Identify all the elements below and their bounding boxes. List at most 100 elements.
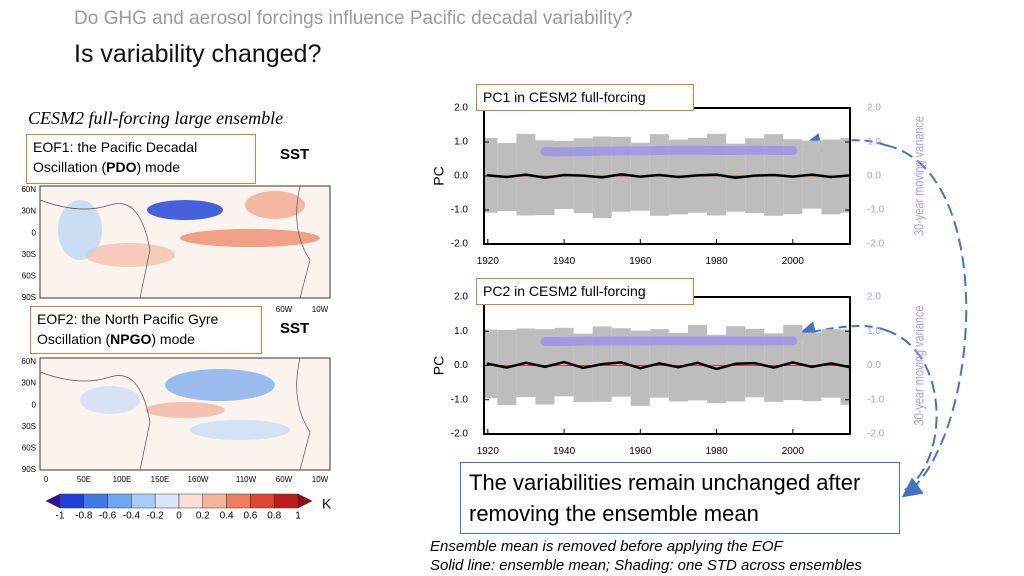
colorbar-bin [250,493,275,509]
arrow [884,329,938,491]
arrow [796,321,886,341]
label-text: Oscillation ( [37,331,111,347]
field-label: SST [280,146,310,163]
y-tick-label: 0.0 [454,171,468,182]
lon-label: 0 [44,475,49,484]
label-text: Oscillation ( [33,159,107,175]
colorbar-end [297,493,313,509]
colorbar-bin [178,493,204,509]
mean-line [486,173,852,179]
colorbar-tick-label: 0.4 [220,511,234,522]
map-2 [39,357,331,471]
variance-line [540,145,798,157]
x-tick-label: 1980 [705,256,728,267]
y-tick-label: 0.0 [454,360,468,371]
lon-label: 100E [113,475,132,484]
chart: -2.0 -1.0 0.0 1.0 2.0 -2.0 -1.0 0.0 1.0 2.0 1920 19… [431,292,927,457]
map-label: EOF2: the North Pacific Gyre Oscillation… [30,306,262,354]
colorbar-bin [59,493,85,509]
field-label: SST [280,320,310,337]
colorbar-tick-label: -0.4 [123,511,141,522]
colorbar-tick-label: 0 [176,511,182,522]
y2-tick-label: 1.0 [867,326,881,337]
y-tick-label: 1.0 [454,326,468,337]
colorbar-bin [131,493,156,509]
y-axis-label: PC [431,166,447,185]
map-1 [39,185,331,299]
y2-tick-label: -2.0 [867,239,885,250]
y2-tick-label: 2.0 [867,103,881,114]
y-tick-label: 1.0 [454,137,468,148]
arrow [884,144,968,498]
variance-line [540,336,798,347]
slide-subtitle: Do GHG and aerosol forcings influence Pa… [74,8,633,29]
colorbar-bin [107,493,132,509]
colorbar-end [45,493,61,509]
lon-label: 150E [151,475,170,484]
y-axis-label: PC [431,356,447,375]
x-tick-label: 1920 [477,256,500,267]
x-tick-label: 1940 [553,256,576,267]
y2-tick-label: 0.0 [867,171,881,182]
colorbar-bin [83,493,108,509]
lat-label: 30N [21,379,36,388]
colorbar-tick-label: -1 [56,511,65,522]
lon-label: 60W [276,305,293,314]
y-tick-label: -2.0 [451,429,469,440]
lat-label: 30N [21,207,36,216]
note: Ensemble mean is removed before applying… [430,538,783,555]
colorbar-bin [226,493,251,509]
x-tick-label: 1960 [629,256,652,267]
label-text: EOF2: the North Pacific Gyre [37,311,219,327]
y2-axis-label: 30-year moving variance [911,116,927,236]
label-text: PDO [106,159,137,175]
y2-axis-label: 30-year moving variance [911,305,927,425]
y2-tick-label: -1.0 [867,394,885,405]
conclusion-box: The variabilities remain unchanged after… [460,462,900,534]
label-text: EOF1: the Pacific Decadal [33,139,198,155]
lat-label: 60S [22,272,36,281]
y2-tick-label: -1.0 [867,205,885,216]
left-heading: CESM2 full-forcing large ensemble [28,108,284,128]
label-text: ) mode [151,331,195,347]
mean-line [486,360,852,371]
lat-label: 30S [22,422,36,431]
lat-label: 60S [22,444,36,453]
label-text: NPGO [110,331,152,347]
chart-title: PC1 in CESM2 full-forcing [476,84,694,111]
colorbar-tick-label: -0.6 [99,511,117,522]
lon-label: 10W [312,305,329,314]
lat-label: 0 [32,228,37,237]
note: Solid line: ensemble mean; Shading: one … [430,557,862,574]
y-tick-label: -2.0 [451,239,469,250]
lon-label: 50E [77,475,91,484]
y2-tick-label: 2.0 [867,292,881,303]
x-tick-label: 1940 [553,446,576,457]
colorbar-tick-label: 0.6 [243,511,257,522]
y2-tick-label: 1.0 [867,137,881,148]
lon-label: 160W [188,475,209,484]
y2-tick-label: 0.0 [867,360,881,371]
y-tick-label: -1.0 [451,205,469,216]
lat-label: 60N [21,357,36,366]
colorbar-unit: K [322,496,332,512]
lat-label: 90S [22,293,36,302]
lon-label: 60W [276,475,293,484]
lat-label: 0 [32,400,37,409]
x-tick-label: 1980 [705,446,728,457]
x-tick-label: 2000 [782,446,805,457]
colorbar-tick-label: 1 [295,511,301,522]
x-tick-label: 1920 [477,446,500,457]
y-tick-label: 2.0 [454,292,468,303]
lon-label: 10W [312,475,329,484]
chart: -2.0 -1.0 0.0 1.0 2.0 -2.0 -1.0 0.0 1.0 2.0 1920 19… [431,103,927,267]
y-tick-label: 2.0 [454,103,468,114]
chart-title: PC2 in CESM2 full-forcing [476,278,694,305]
lat-label: 60N [21,185,36,194]
colorbar-tick-label: 0.8 [267,511,281,522]
x-tick-label: 1960 [629,446,652,457]
colorbar-bin [273,493,299,509]
colorbar-tick-label: 0.2 [196,511,210,522]
